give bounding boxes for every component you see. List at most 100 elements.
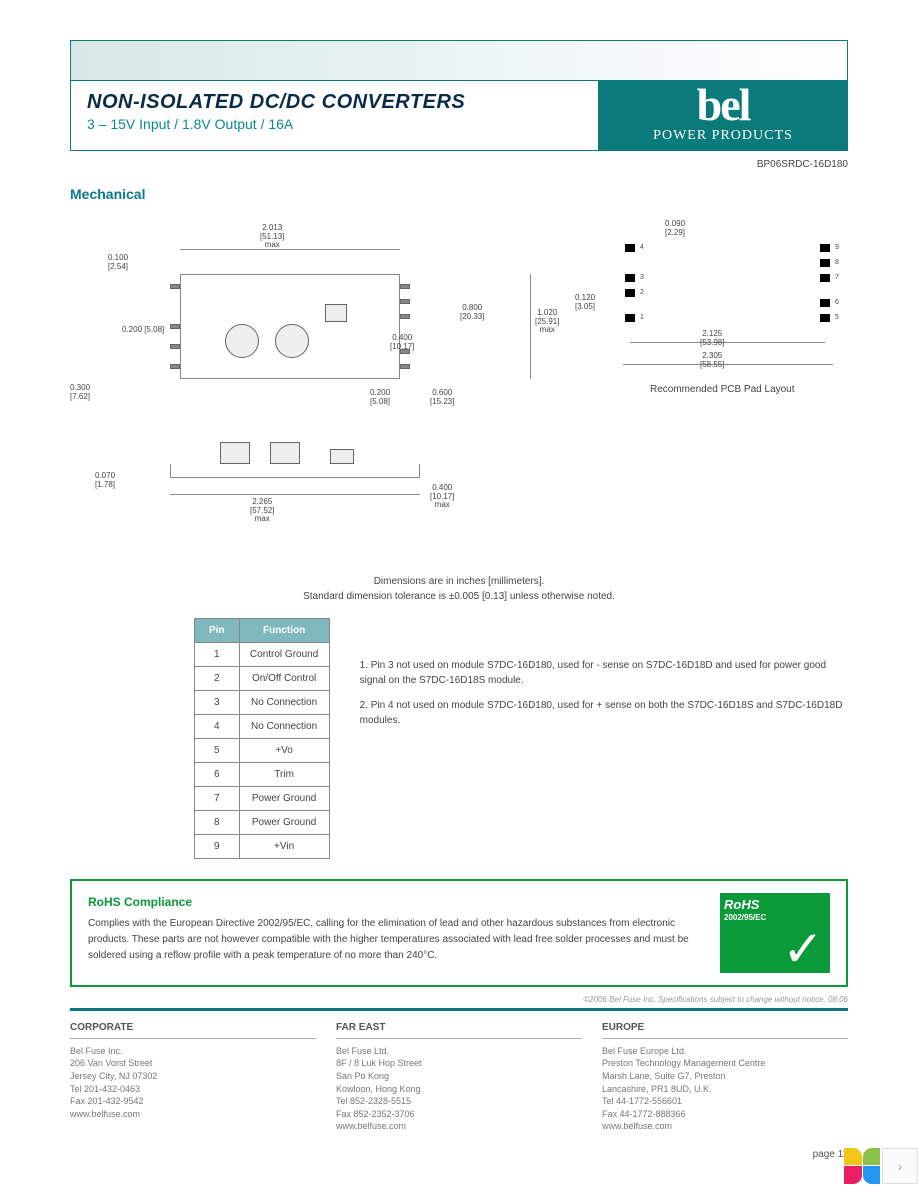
section-title-mechanical: Mechanical [70,186,848,202]
pcb-pad [820,244,830,252]
pin-num: 1 [640,314,644,321]
table-row: 1Control Ground [195,642,330,666]
dim-height: 1.020[25.91]max [535,309,559,335]
rohs-title: RoHS Compliance [88,893,700,912]
pcb-pad [820,274,830,282]
pad-layout-caption: Recommended PCB Pad Layout [650,384,795,395]
footer-fareast: FAR EAST Bel Fuse Ltd. 8F / 8 Luk Hop St… [336,1021,582,1133]
mechanical-drawings: 2.013[51.13]max 1.020[25.91]max 0.100[2.… [70,214,848,564]
page-number: page 11 [70,1149,848,1160]
pcb-pad [820,299,830,307]
component-1 [225,324,259,358]
dim-r4: 0.800[20.33] [460,304,484,322]
pin-right [400,314,410,319]
dim-pad-120: 0.120[3.05] [575,294,595,312]
next-page-button[interactable]: › [882,1148,918,1184]
pin-num: 3 [640,274,644,281]
pin-left [170,324,180,329]
footer-heading: EUROPE [602,1021,848,1039]
footer-heading: CORPORATE [70,1021,316,1039]
footer-europe: EUROPE Bel Fuse Europe Ltd. Preston Tech… [602,1021,848,1133]
dim-r1: 0.400[10.17] [390,334,414,352]
dim-side-h: 0.400[10.17]max [430,484,454,510]
footer-corporate: CORPORATE Bel Fuse Inc. 206 Van Vorst St… [70,1021,316,1133]
pin-num: 9 [835,244,839,251]
dim-width: 2.013[51.13]max [260,224,284,250]
pin-note-2: 2. Pin 4 not used on module S7DC-16D180,… [360,698,848,728]
pin-left [170,284,180,289]
title-box: NON-ISOLATED DC/DC CONVERTERS 3 – 15V In… [70,80,598,151]
pcb-pad [625,274,635,282]
pin-left [170,344,180,349]
doc-title: NON-ISOLATED DC/DC CONVERTERS [87,91,582,114]
pin-note-1: 1. Pin 3 not used on module S7DC-16D180,… [360,658,848,688]
pin-notes: 1. Pin 3 not used on module S7DC-16D180,… [360,618,848,738]
dim-pad-w1: 2.125[53.98] [700,330,724,348]
pin-num: 6 [835,299,839,306]
table-row: 6Trim [195,762,330,786]
th-pin: Pin [195,618,240,642]
component-3 [325,304,347,322]
dim-pad-090: 0.090[2.29] [665,220,685,238]
side-comp [270,442,300,464]
header-row: NON-ISOLATED DC/DC CONVERTERS 3 – 15V In… [70,80,848,151]
page-container: { "header": { "title": "NON-ISOLATED DC/… [0,0,918,1180]
pin-function-table: Pin Function 1Control Ground 2On/Off Con… [194,618,330,859]
pcb-pad [625,244,635,252]
pcb-pad [820,259,830,267]
footer-heading: FAR EAST [336,1021,582,1039]
dim-line [170,494,420,495]
pin-right [400,364,410,369]
table-row: 4No Connection [195,714,330,738]
dim-r3: 0.600[15.23] [430,389,454,407]
th-function: Function [239,618,329,642]
dim-left-bot: 0.300[7.62] [70,384,90,402]
rohs-body: Complies with the European Directive 200… [88,916,700,964]
side-comp [220,442,250,464]
component-2 [275,324,309,358]
rohs-logo-sub: 2002/95/EC [724,913,766,922]
pin-section: Pin Function 1Control Ground 2On/Off Con… [70,618,848,859]
brand-name: bel [609,87,837,124]
dim-pad-w2: 2.305[58.55] [700,352,724,370]
dim-line [180,249,400,250]
dim-line [630,342,825,343]
dim-left-mid: 0.200 [5.08] [122,326,164,335]
table-row: 7Power Ground [195,786,330,810]
pcb-pad [625,314,635,322]
header-gradient-band [70,40,848,80]
dim-line [530,274,531,379]
pin-num: 4 [640,244,644,251]
footer-columns: CORPORATE Bel Fuse Inc. 206 Van Vorst St… [70,1021,848,1133]
table-row: 8Power Ground [195,810,330,834]
rohs-logo-text: RoHS [724,897,759,912]
pin-num: 5 [835,314,839,321]
pin-left [170,364,180,369]
dim-r2: 0.200[5.08] [370,389,390,407]
pin-right [400,284,410,289]
table-row: 3No Connection [195,690,330,714]
brand-logo-box: bel POWER PRODUCTS [598,80,848,151]
dim-side-off: 0.070[1.78] [95,472,115,490]
viewer-logo-icon [844,1148,880,1184]
dim-note-2: Standard dimension tolerance is ±0.005 [… [70,589,848,604]
pin-num: 2 [640,289,644,296]
doc-subtitle: 3 – 15V Input / 1.8V Output / 16A [87,116,582,132]
side-comp [330,449,354,464]
table-row: 5+Vo [195,738,330,762]
rohs-compliance-box: RoHS Compliance Complies with the Europe… [70,879,848,987]
dimension-notes: Dimensions are in inches [millimeters]. … [70,574,848,604]
dim-note-1: Dimensions are in inches [millimeters]. [70,574,848,589]
checkmark-icon: ✓ [782,929,824,969]
rohs-logo: RoHS 2002/95/EC ✓ [720,893,830,973]
dim-line [623,364,833,365]
pin-right [400,299,410,304]
pin-num: 8 [835,259,839,266]
copyright-text: ©2006 Bel Fuse Inc. Specifications subje… [70,995,848,1004]
dim-left-top: 0.100[2.54] [108,254,128,272]
pcb-pad [625,289,635,297]
pin-num: 7 [835,274,839,281]
table-row: 2On/Off Control [195,666,330,690]
part-number: BP06SRDC-16D180 [70,159,848,170]
pcb-pad [820,314,830,322]
